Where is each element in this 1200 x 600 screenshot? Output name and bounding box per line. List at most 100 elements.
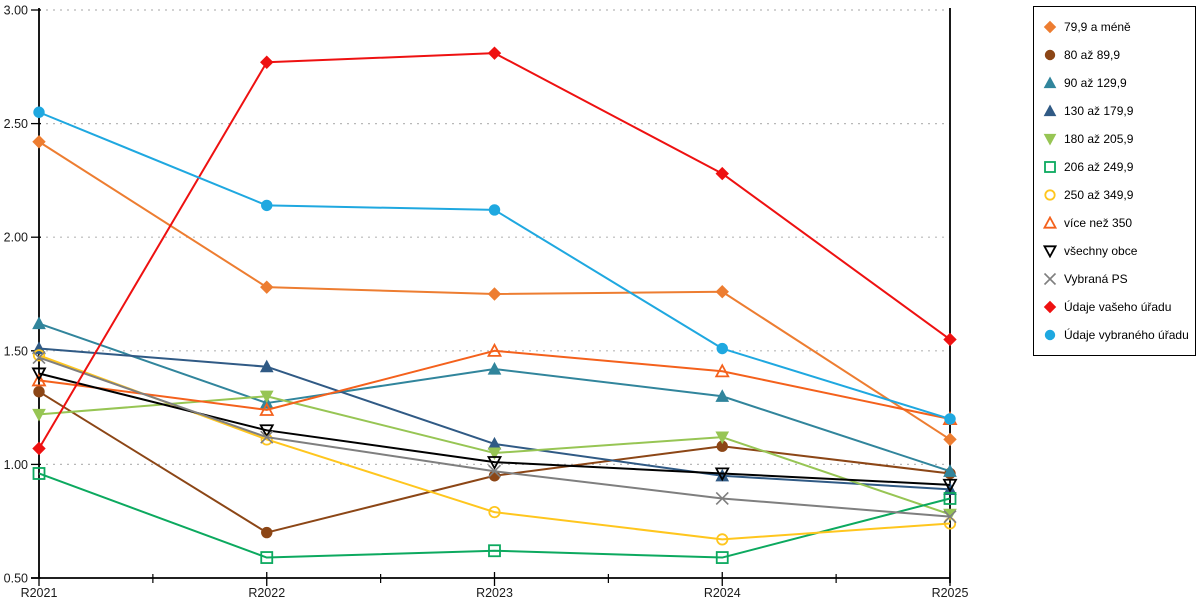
x-axis-label: R2022 (248, 586, 285, 600)
data-point-marker (259, 359, 274, 373)
data-point-marker (943, 464, 957, 477)
y-axis-label: 1.50 (4, 344, 28, 358)
data-point-marker (943, 508, 957, 522)
y-axis-label: 1.00 (4, 458, 28, 472)
series-line (38, 349, 951, 420)
legend-label: Údaje vašeho úřadu (1064, 300, 1172, 314)
data-point-marker (260, 55, 274, 69)
data-point-marker (1044, 189, 1056, 201)
data-point-marker (715, 166, 729, 181)
triangle-down-marker-icon (1043, 133, 1057, 146)
data-point-marker (715, 551, 729, 564)
data-point-marker (486, 342, 503, 357)
y-axis-label: 0.50 (4, 572, 28, 586)
data-point-marker (714, 363, 730, 378)
data-point-marker (32, 316, 46, 330)
data-point-marker (715, 491, 729, 506)
data-point-marker (1043, 20, 1057, 34)
legend-label: 79,9 a méně (1064, 20, 1131, 34)
data-point-marker (1043, 272, 1057, 286)
data-point-marker (943, 482, 957, 495)
data-point-marker (33, 106, 45, 118)
data-point-marker (488, 204, 501, 216)
data-point-marker (260, 433, 273, 446)
square-marker-icon (1044, 161, 1056, 173)
data-point-marker (31, 372, 47, 387)
circle-marker-icon (1044, 189, 1056, 201)
triangle-down-marker-icon (1043, 245, 1057, 258)
data-point-marker (944, 413, 956, 425)
diamond-marker-icon (1043, 300, 1057, 314)
data-point-marker (943, 332, 957, 347)
data-point-marker (1043, 133, 1057, 146)
legend-label: 90 až 129,9 (1064, 76, 1127, 90)
data-point-marker (1043, 104, 1057, 117)
data-point-marker (32, 135, 46, 149)
data-point-marker (488, 506, 501, 519)
data-point-marker (943, 492, 957, 505)
data-point-marker (1043, 245, 1057, 258)
data-point-marker (716, 533, 729, 546)
data-point-marker (1043, 300, 1057, 314)
y-axis-label: 2.50 (4, 117, 28, 131)
data-point-marker (1044, 161, 1056, 173)
legend-label: 130 až 179,9 (1064, 104, 1134, 118)
x-axis-label: R2021 (21, 586, 58, 600)
series-line (38, 52, 951, 450)
data-point-marker (716, 342, 728, 355)
legend-item: 250 až 349,9 (1043, 183, 1191, 207)
legend-item: více než 350 (1043, 211, 1191, 235)
data-point-marker (487, 287, 502, 301)
legend-label: 250 až 349,9 (1064, 188, 1134, 202)
triangle-up-marker-icon (1043, 76, 1057, 89)
legend-label: 180 až 205,9 (1064, 132, 1134, 146)
data-point-marker (259, 401, 275, 416)
data-point-marker (33, 385, 45, 398)
data-point-marker (487, 464, 502, 478)
legend-item: 180 až 205,9 (1043, 127, 1191, 151)
legend-label: více než 350 (1064, 216, 1133, 230)
series-line (38, 472, 951, 559)
x-axis-label: R2023 (476, 586, 513, 600)
data-point-marker (259, 424, 275, 439)
legend-item: 80 až 89,9 (1043, 43, 1191, 67)
circle-marker-icon (1044, 49, 1056, 61)
data-point-marker (1044, 49, 1056, 61)
legend: 79,9 a méně 80 až 89,9 90 až 129,9 130 až 1… (1033, 6, 1196, 356)
data-point-marker (32, 351, 46, 365)
legend-label: Vybraná PS (1064, 272, 1128, 286)
diamond-marker-icon (1043, 20, 1057, 34)
y-axis-label: 3.00 (4, 4, 28, 18)
x-marker-icon (1043, 272, 1057, 286)
data-point-marker (715, 285, 729, 299)
data-point-marker (260, 430, 274, 444)
data-point-marker (714, 467, 730, 482)
y-axis-label: 2.00 (4, 231, 28, 245)
data-point-marker (32, 408, 46, 422)
triangle-up-marker-icon (1043, 216, 1057, 229)
legend-label: 80 až 89,9 (1064, 48, 1121, 62)
data-point-marker (943, 510, 957, 524)
data-point-marker (487, 447, 502, 461)
legend-item: všechny obce (1043, 239, 1191, 263)
data-point-marker (488, 544, 501, 558)
legend-item: 206 až 249,9 (1043, 155, 1191, 179)
data-point-marker (1043, 216, 1057, 229)
data-point-marker (943, 517, 957, 530)
x-axis-label: R2025 (932, 586, 969, 600)
data-point-marker (486, 456, 503, 471)
circle-marker-icon (1044, 329, 1056, 341)
legend-label: všechny obce (1064, 244, 1138, 258)
data-point-marker (487, 46, 502, 60)
data-point-marker (32, 349, 46, 362)
legend-item: Údaje vašeho úřadu (1043, 295, 1191, 319)
data-point-marker (943, 432, 957, 447)
data-point-marker (1043, 76, 1057, 89)
data-point-marker (31, 367, 47, 382)
data-point-marker (1044, 329, 1056, 341)
legend-item: 90 až 129,9 (1043, 71, 1191, 95)
legend-label: 206 až 249,9 (1064, 160, 1134, 174)
triangle-up-marker-icon (1043, 104, 1057, 117)
